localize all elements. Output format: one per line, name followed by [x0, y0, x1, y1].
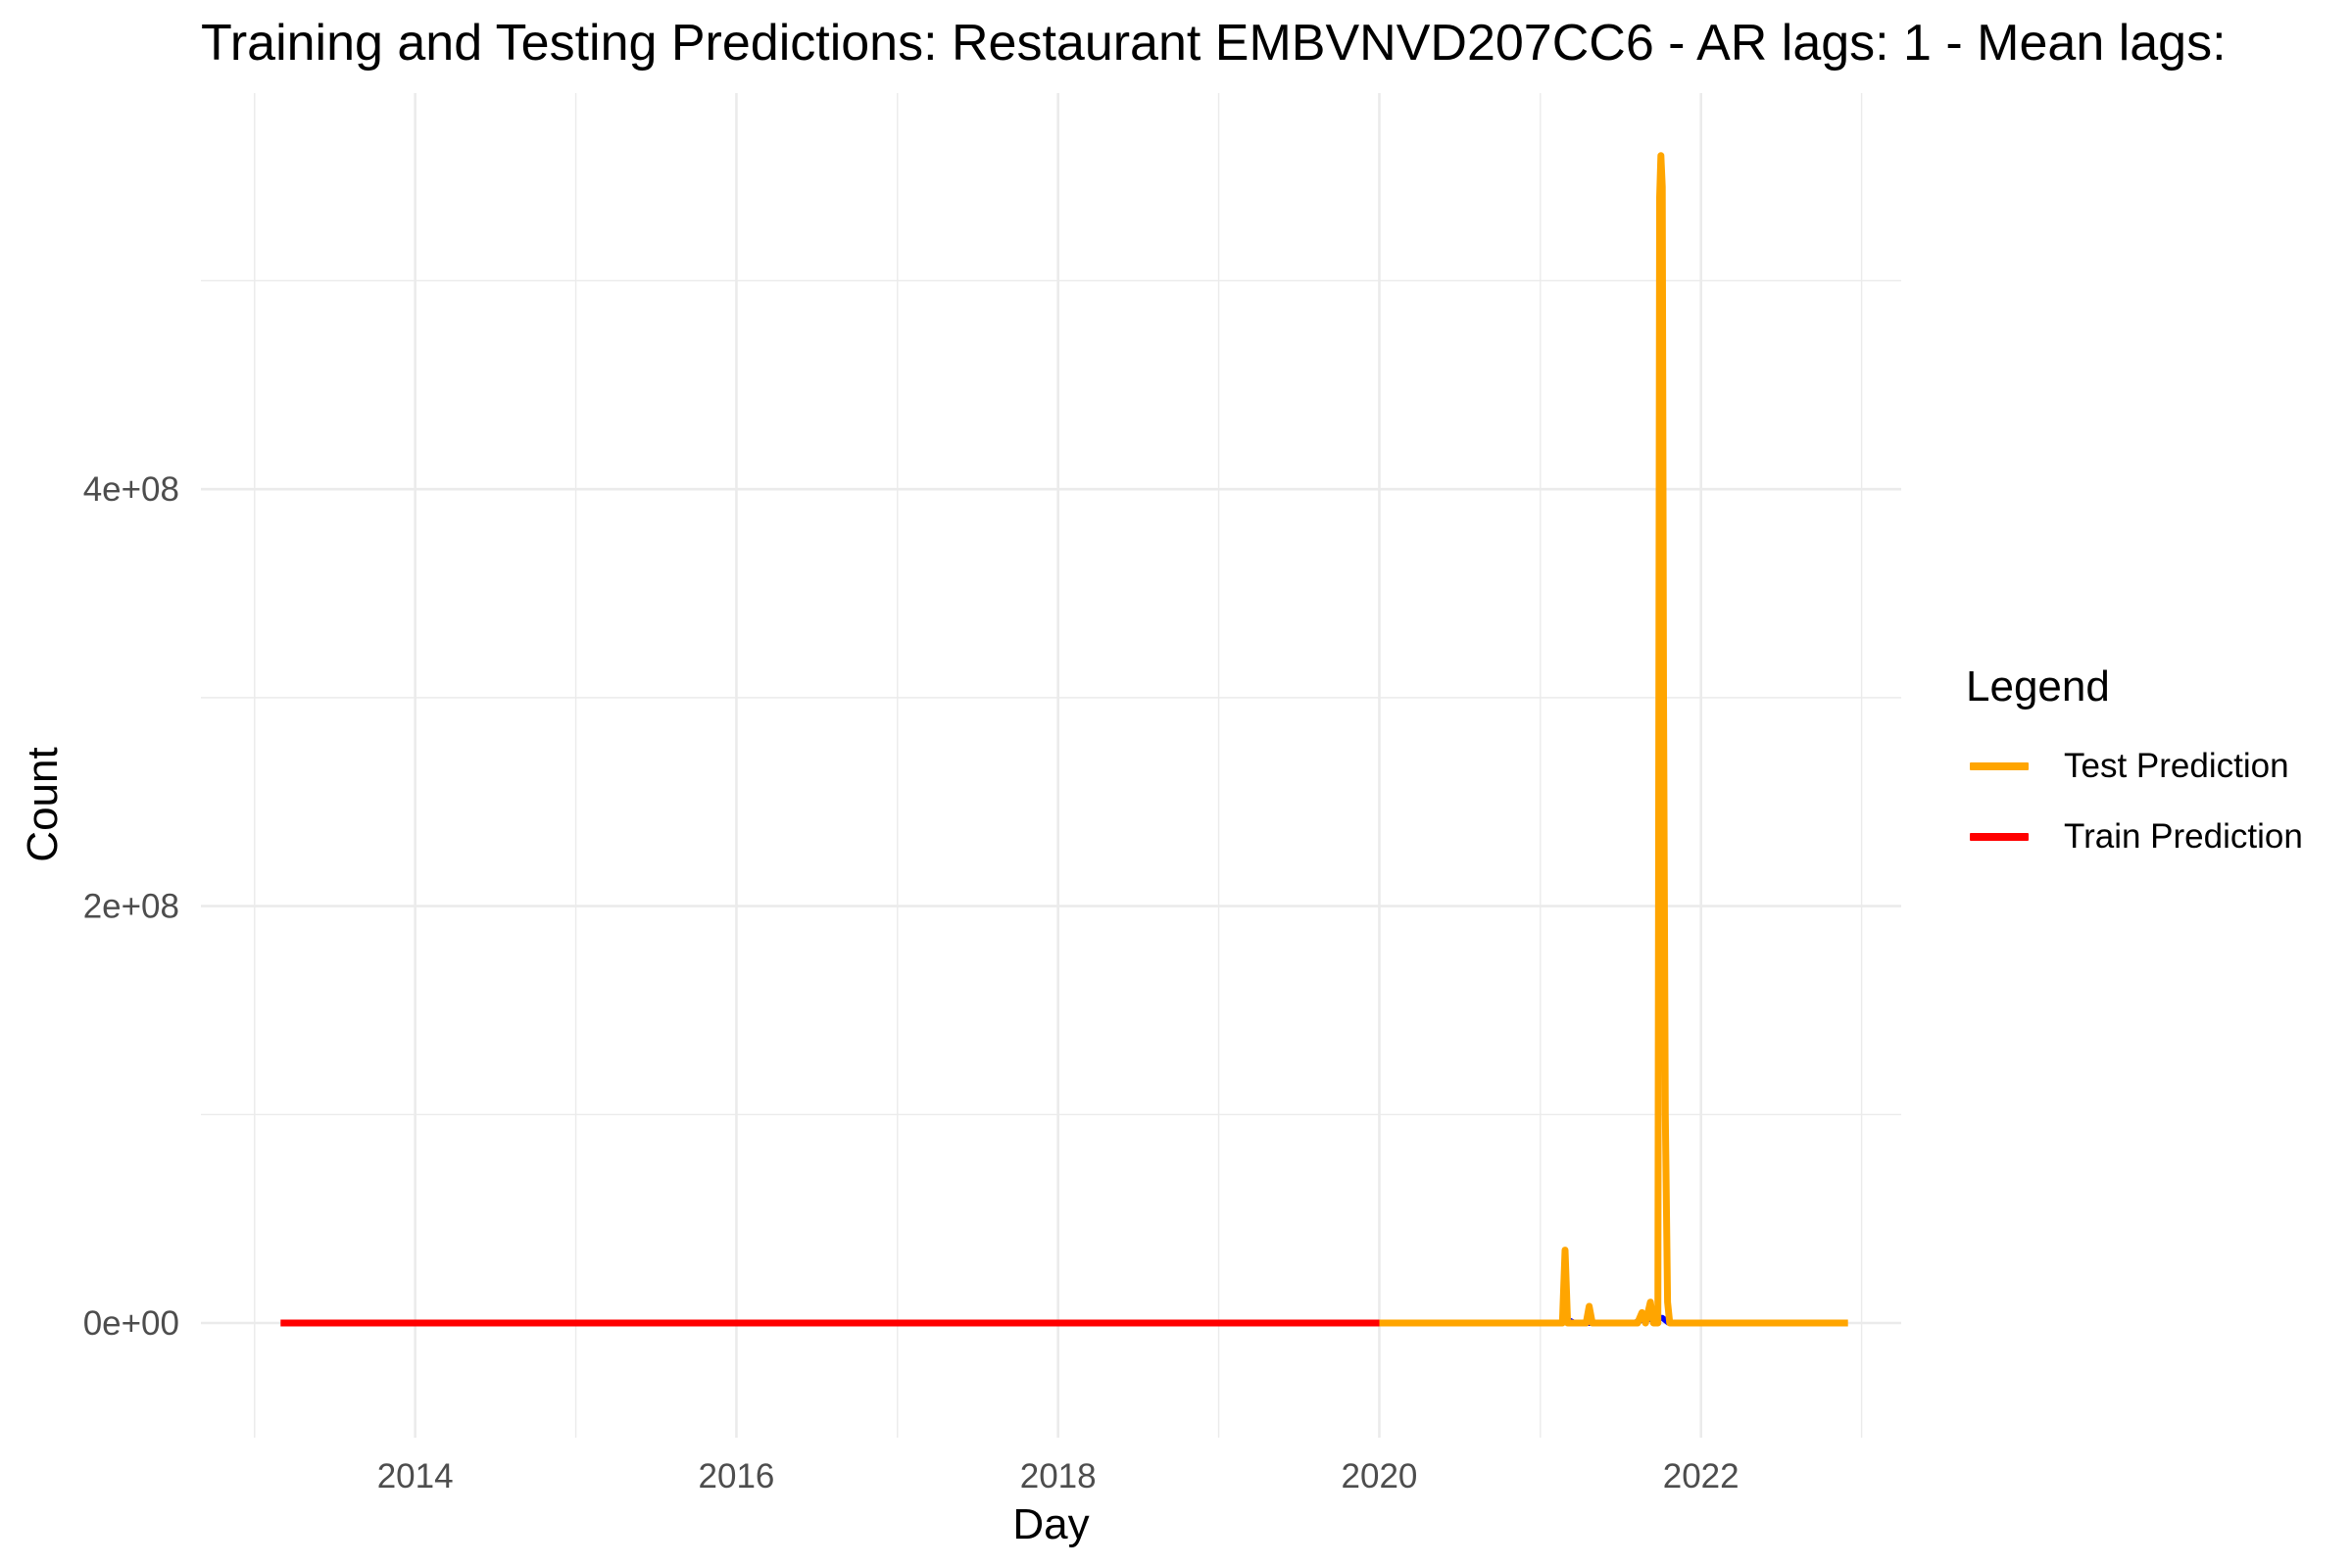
axis-labels: 2014 2016 2018 2020 2022 0e+00 2e+08 4e+08 Day Co… — [19, 470, 1740, 1548]
x-tick-label: 2018 — [1020, 1457, 1097, 1495]
legend-key-train-prediction — [1970, 833, 2029, 841]
y-axis-title: Count — [19, 747, 67, 861]
x-tick-label: 2020 — [1342, 1457, 1418, 1495]
legend-label-train-prediction: Train Prediction — [2064, 817, 2303, 856]
legend-title: Legend — [1966, 662, 2110, 710]
grid-lines — [201, 93, 1901, 1438]
y-tick-label: 0e+00 — [83, 1304, 179, 1343]
x-tick-label: 2016 — [699, 1457, 775, 1495]
legend-label-test-prediction: Test Prediction — [2064, 747, 2289, 785]
series-line-test-prediction — [1379, 152, 1848, 1327]
legend-item-train-prediction: Train Prediction — [1966, 802, 2303, 872]
chart-title: Training and Testing Predictions: Restau… — [201, 15, 2227, 72]
legend-item-test-prediction: Test Prediction — [1966, 731, 2303, 802]
x-tick-label: 2014 — [377, 1457, 454, 1495]
y-tick-label: 2e+08 — [83, 888, 179, 926]
legend-key-test-prediction — [1970, 762, 2029, 770]
y-tick-label: 4e+08 — [83, 470, 179, 509]
legend: Legend Test Prediction Train Prediction — [1966, 662, 2303, 872]
series-lines — [280, 152, 1848, 1327]
x-axis-title: Day — [1012, 1500, 1089, 1548]
x-tick-label: 2022 — [1663, 1457, 1740, 1495]
